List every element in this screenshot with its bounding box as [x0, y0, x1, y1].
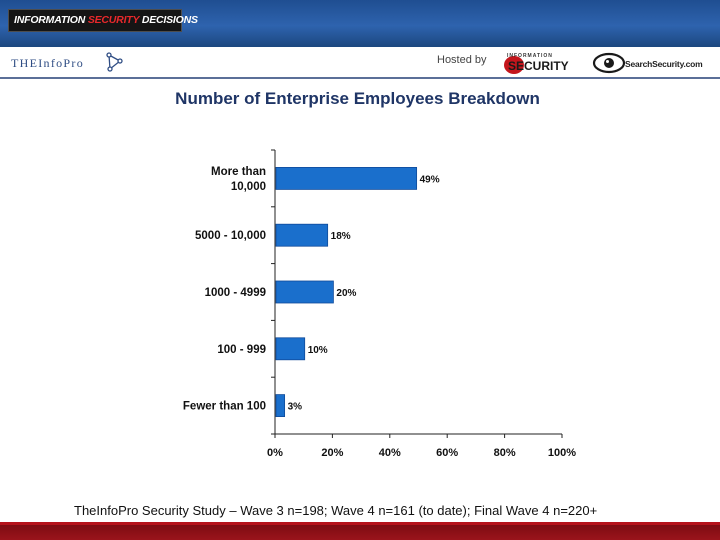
banner-tail-text: DECISIONS [139, 14, 198, 26]
category-label: More than [211, 166, 266, 178]
footer-red-line [0, 522, 720, 525]
theinfopro-logo: TheInfoPro [11, 55, 84, 71]
footer-bar [0, 525, 720, 540]
bar [275, 223, 329, 247]
infopro-network-icon [106, 52, 123, 72]
category-label: 100 - 999 [217, 344, 266, 356]
category-label: 10,000 [231, 181, 266, 193]
brand-infopro: InfoPro [38, 55, 84, 70]
security-logo-text: SECURITY [508, 59, 569, 73]
chart-layer: 0% 20% 40% 60% 80% 100% 49% More than 10,000 18% 5… [183, 149, 576, 459]
category-label: 5000 - 10,000 [195, 230, 266, 242]
security-small-text: INFORMATION [507, 53, 553, 59]
x-tick-label: 40% [379, 447, 401, 459]
x-tick-label: 60% [436, 447, 458, 459]
bar [275, 166, 418, 190]
x-tick-label: 100% [548, 447, 576, 459]
x-tick-label: 0% [267, 447, 283, 459]
searchsecurity-logo-text: SearchSecurity.com [625, 59, 703, 69]
brand-the: The [11, 55, 39, 70]
category-label: Fewer than 100 [183, 401, 266, 413]
x-tick-label: 80% [494, 447, 516, 459]
searchsecurity-eye-icon [592, 52, 626, 74]
x-tick-label: 20% [321, 447, 343, 459]
top-header-bar: INFORMATION SECURITY DECISIONS [0, 0, 720, 47]
category-label: 1000 - 4999 [205, 287, 266, 299]
bar-value-label: 10% [308, 345, 328, 356]
bar-value-label: 3% [288, 402, 303, 413]
banner-accent-text: SECURITY [87, 14, 140, 26]
bar-value-label: 49% [420, 174, 440, 185]
bar [275, 337, 306, 361]
bar [275, 280, 334, 304]
bar-value-label: 20% [336, 288, 356, 299]
study-footnote: TheInfoPro Security Study – Wave 3 n=198… [74, 503, 598, 518]
information-security-logo: INFORMATION SECURITY [504, 53, 569, 74]
bar-value-label: 18% [331, 231, 351, 242]
brand-bar: TheInfoPro Hosted by INFORMATION SECURIT… [0, 47, 720, 79]
chart-title: Number of Enterprise Employees Breakdown [175, 89, 540, 108]
information-security-decisions-banner: INFORMATION SECURITY DECISIONS [8, 9, 198, 32]
hosted-by-label: Hosted by [437, 54, 487, 66]
banner-lead-text: INFORMATION [14, 14, 88, 26]
employee-breakdown-bar-chart: 0% 20% 40% 60% 80% 100% 49% More than 10,000 18% 5… [183, 149, 576, 459]
bar [275, 394, 286, 418]
